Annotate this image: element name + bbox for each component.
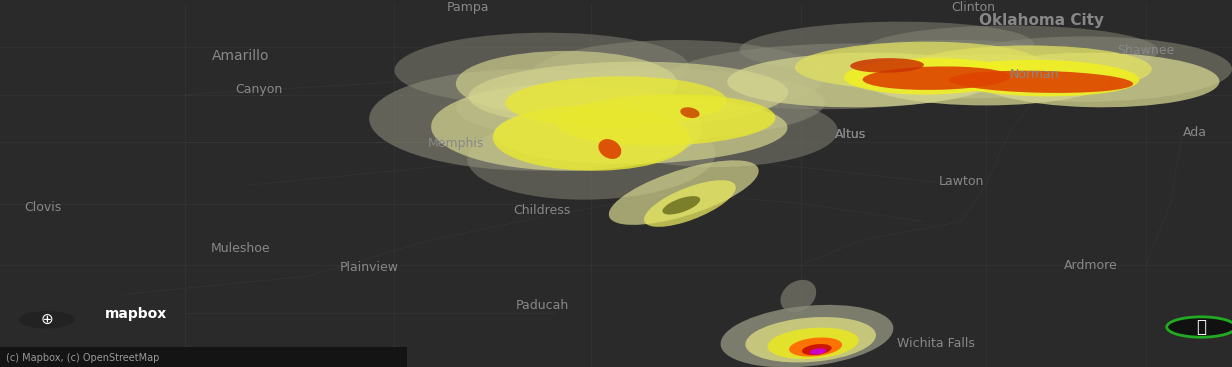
Circle shape bbox=[1167, 317, 1232, 337]
Text: Pampa: Pampa bbox=[447, 1, 489, 14]
Ellipse shape bbox=[739, 22, 1035, 73]
Ellipse shape bbox=[530, 40, 825, 113]
Text: Clinton: Clinton bbox=[951, 1, 995, 14]
Text: Altus: Altus bbox=[834, 128, 866, 141]
Ellipse shape bbox=[456, 51, 678, 116]
Text: Wichita Falls: Wichita Falls bbox=[897, 337, 976, 350]
Ellipse shape bbox=[781, 280, 816, 312]
Ellipse shape bbox=[505, 76, 727, 127]
Ellipse shape bbox=[862, 55, 1109, 105]
Ellipse shape bbox=[795, 42, 1041, 89]
Text: (c) Mapbox, (c) OpenStreetMap: (c) Mapbox, (c) OpenStreetMap bbox=[6, 353, 159, 363]
Text: Ardmore: Ardmore bbox=[1063, 259, 1117, 272]
Ellipse shape bbox=[493, 105, 690, 171]
Ellipse shape bbox=[745, 317, 876, 363]
Text: Shawnee: Shawnee bbox=[1117, 44, 1174, 57]
Ellipse shape bbox=[591, 95, 838, 167]
Ellipse shape bbox=[949, 71, 1133, 93]
Text: Altus: Altus bbox=[834, 128, 866, 141]
Ellipse shape bbox=[663, 196, 700, 215]
Ellipse shape bbox=[456, 69, 825, 142]
Text: Childress: Childress bbox=[514, 204, 570, 217]
Text: Memphis: Memphis bbox=[428, 137, 484, 150]
Ellipse shape bbox=[644, 180, 736, 227]
Ellipse shape bbox=[680, 107, 700, 118]
Ellipse shape bbox=[906, 46, 1152, 93]
Ellipse shape bbox=[802, 344, 832, 355]
FancyBboxPatch shape bbox=[0, 4, 1232, 367]
Text: Lawton: Lawton bbox=[939, 175, 983, 188]
Ellipse shape bbox=[942, 60, 1140, 97]
Text: Amarillo: Amarillo bbox=[212, 49, 269, 63]
Ellipse shape bbox=[862, 25, 1158, 76]
Ellipse shape bbox=[936, 36, 1232, 102]
Text: Muleshoe: Muleshoe bbox=[211, 243, 270, 255]
Ellipse shape bbox=[665, 43, 1010, 109]
Text: 𝓦: 𝓦 bbox=[1196, 318, 1206, 336]
Text: Paducah: Paducah bbox=[515, 299, 569, 312]
Ellipse shape bbox=[813, 40, 1109, 98]
Ellipse shape bbox=[394, 33, 690, 105]
Text: Canyon: Canyon bbox=[235, 83, 282, 95]
Ellipse shape bbox=[768, 328, 859, 359]
Text: Oklahoma City: Oklahoma City bbox=[978, 12, 1104, 28]
Ellipse shape bbox=[370, 69, 690, 171]
Ellipse shape bbox=[973, 52, 1220, 107]
Ellipse shape bbox=[468, 62, 788, 127]
Text: mapbox: mapbox bbox=[105, 307, 168, 321]
Ellipse shape bbox=[727, 52, 998, 107]
Ellipse shape bbox=[844, 58, 1016, 95]
Text: Ada: Ada bbox=[1183, 126, 1207, 139]
Ellipse shape bbox=[850, 58, 924, 73]
Ellipse shape bbox=[609, 160, 759, 225]
Ellipse shape bbox=[599, 139, 621, 159]
Circle shape bbox=[20, 312, 74, 328]
Ellipse shape bbox=[467, 113, 716, 200]
Ellipse shape bbox=[556, 94, 775, 146]
Text: ⊕: ⊕ bbox=[41, 312, 53, 327]
Ellipse shape bbox=[809, 348, 827, 355]
Ellipse shape bbox=[788, 337, 843, 357]
Text: Clovis: Clovis bbox=[25, 201, 62, 214]
Ellipse shape bbox=[721, 305, 893, 367]
Text: Norman: Norman bbox=[1010, 68, 1060, 81]
Ellipse shape bbox=[494, 98, 787, 164]
Text: Plainview: Plainview bbox=[340, 261, 399, 273]
Ellipse shape bbox=[862, 66, 1010, 90]
FancyBboxPatch shape bbox=[0, 347, 407, 367]
Ellipse shape bbox=[431, 84, 702, 171]
